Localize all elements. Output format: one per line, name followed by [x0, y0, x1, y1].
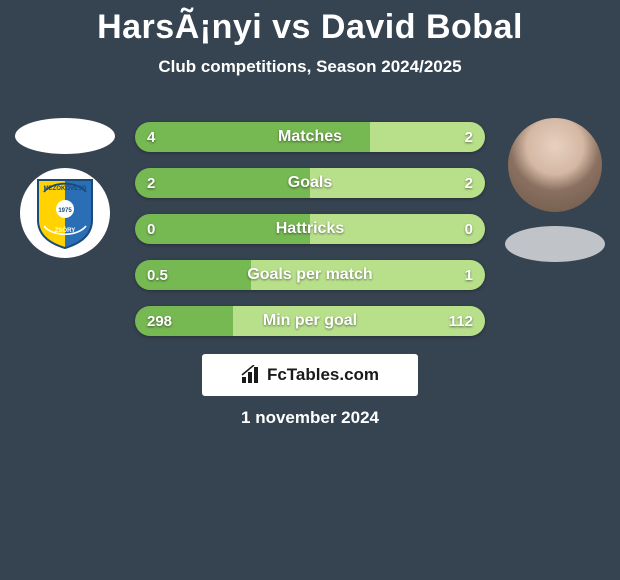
stat-label: Goals [135, 168, 485, 198]
player-photo-placeholder-left [15, 118, 115, 154]
mezokovesd-shield-icon: MEZŐKÖVESD ZSÓRY 1975 [34, 176, 96, 250]
stat-label: Hattricks [135, 214, 485, 244]
left-player-column: MEZŐKÖVESD ZSÓRY 1975 [10, 118, 120, 258]
stat-label: Min per goal [135, 306, 485, 336]
stat-label: Goals per match [135, 260, 485, 290]
brand-text: FcTables.com [267, 365, 379, 385]
svg-text:1975: 1975 [58, 208, 72, 214]
stat-value-right: 0 [465, 214, 473, 244]
page-title: HarsÃ¡nyi vs David Bobal [0, 0, 620, 47]
svg-text:MEZŐKÖVESD: MEZŐKÖVESD [44, 185, 87, 192]
brand-box: FcTables.com [202, 354, 418, 396]
svg-text:ZSÓRY: ZSÓRY [55, 226, 75, 234]
club-badge-placeholder-right [505, 226, 605, 262]
player-photo-right [508, 118, 602, 212]
stat-value-right: 112 [449, 306, 473, 336]
stat-row: 2Goals2 [135, 168, 485, 198]
stat-label: Matches [135, 122, 485, 152]
stat-row: 0.5Goals per match1 [135, 260, 485, 290]
stats-bars: 4Matches22Goals20Hattricks00.5Goals per … [135, 122, 485, 336]
right-player-column [500, 118, 610, 262]
club-badge-left: MEZŐKÖVESD ZSÓRY 1975 [20, 168, 110, 258]
stat-row: 0Hattricks0 [135, 214, 485, 244]
bar-chart-icon [241, 365, 263, 385]
date-text: 1 november 2024 [0, 408, 620, 428]
stat-row: 4Matches2 [135, 122, 485, 152]
stat-value-right: 2 [465, 122, 473, 152]
stat-row: 298Min per goal112 [135, 306, 485, 336]
stat-value-right: 1 [465, 260, 473, 290]
stat-value-right: 2 [465, 168, 473, 198]
subtitle: Club competitions, Season 2024/2025 [0, 57, 620, 77]
